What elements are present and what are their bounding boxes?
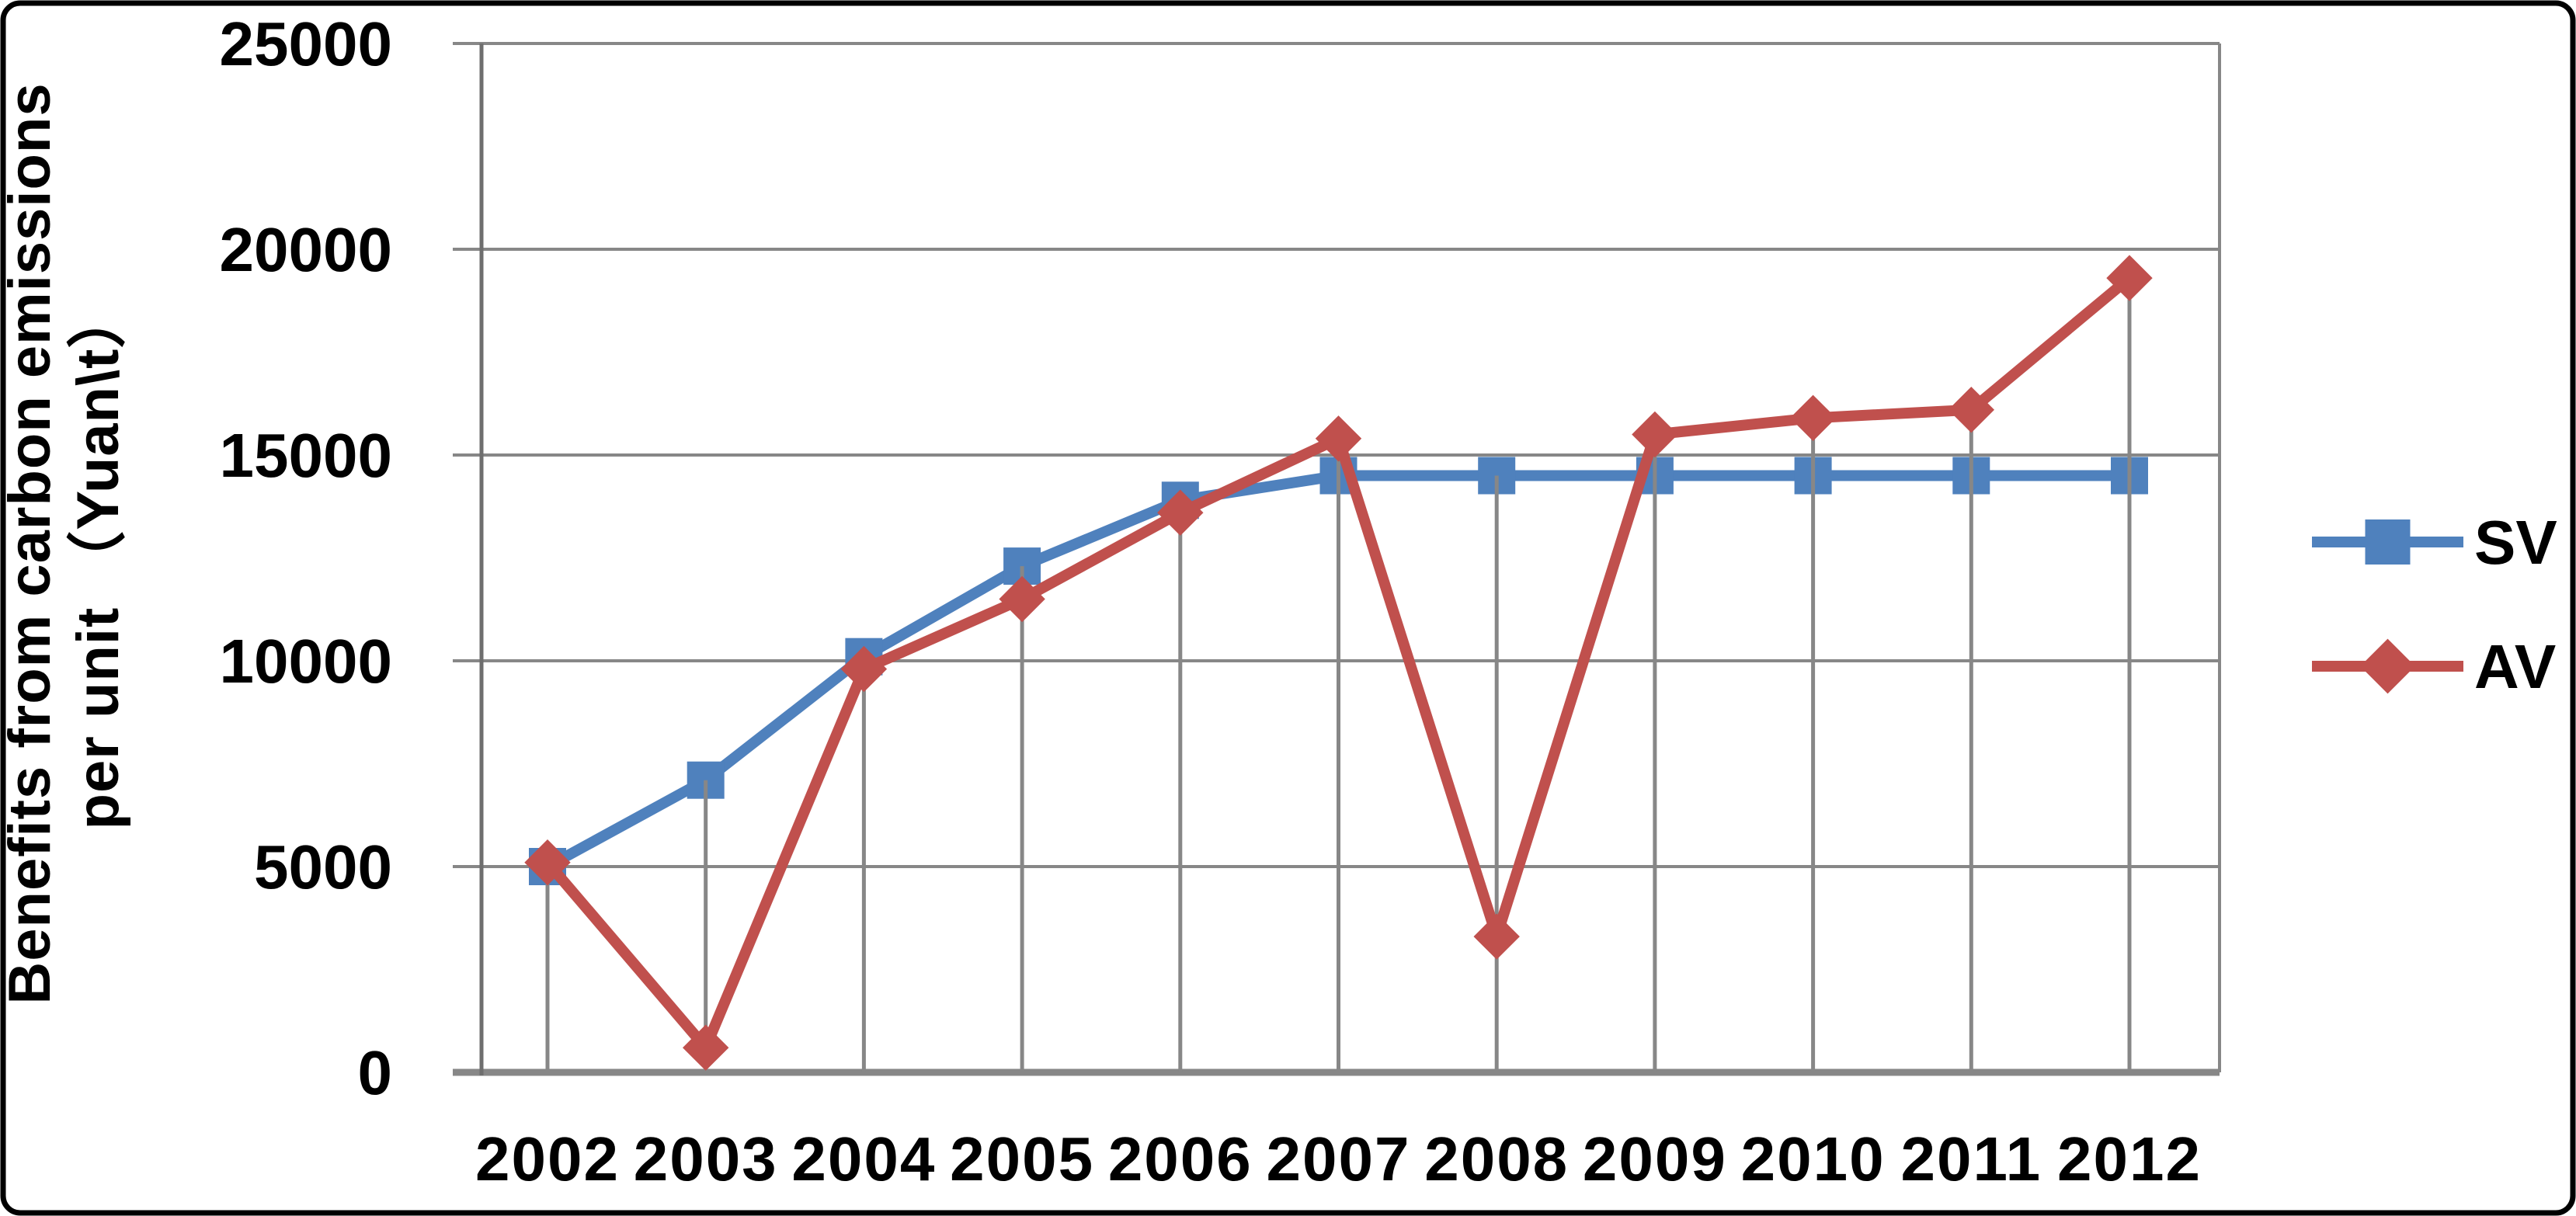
av-marker	[1315, 415, 1362, 462]
x-tick-label: 2008	[1424, 1124, 1569, 1193]
av-marker	[1473, 913, 1520, 960]
x-tick-label: 2003	[634, 1124, 778, 1193]
y-axis-title-line1: Benefits from carbon emissions	[0, 82, 63, 1004]
av-marker	[1632, 411, 1678, 458]
x-tick-label: 2006	[1108, 1124, 1253, 1193]
av-marker	[1948, 387, 1994, 433]
y-axis-title-line2: per unit （Yuan\t）	[65, 289, 131, 830]
av-marker	[1157, 489, 1204, 536]
x-tick-label: 2004	[791, 1124, 936, 1193]
legend: SV AV	[2312, 508, 2557, 701]
legend-marker-diamond	[2360, 638, 2415, 694]
x-tick-label: 2002	[475, 1124, 620, 1193]
y-tick-label: 25000	[220, 9, 392, 78]
legend-item-av: AV	[2312, 632, 2556, 701]
x-tick-label: 2012	[2057, 1124, 2202, 1193]
y-tick-label: 5000	[254, 832, 392, 902]
legend-label: SV	[2474, 508, 2557, 577]
x-tick-label: 2007	[1267, 1124, 1411, 1193]
y-tick-label: 10000	[220, 627, 392, 696]
y-tick-label: 20000	[220, 215, 392, 284]
av-marker	[999, 575, 1045, 623]
x-tick-label: 2011	[1901, 1124, 2042, 1193]
legend-marker-square	[2365, 519, 2411, 565]
x-tick-label: 2010	[1741, 1124, 1886, 1193]
legend-label: AV	[2474, 632, 2556, 701]
y-tick-label: 0	[358, 1038, 393, 1107]
av-marker	[683, 1024, 729, 1071]
x-tick-label: 2009	[1583, 1124, 1727, 1193]
x-tick-label: 2005	[950, 1124, 1094, 1193]
legend-item-sv: SV	[2312, 508, 2557, 577]
av-marker	[2106, 255, 2153, 301]
av-marker	[840, 645, 888, 693]
y-tick-label: 15000	[220, 421, 392, 490]
av-marker	[524, 839, 571, 886]
av-marker	[1789, 394, 1837, 441]
